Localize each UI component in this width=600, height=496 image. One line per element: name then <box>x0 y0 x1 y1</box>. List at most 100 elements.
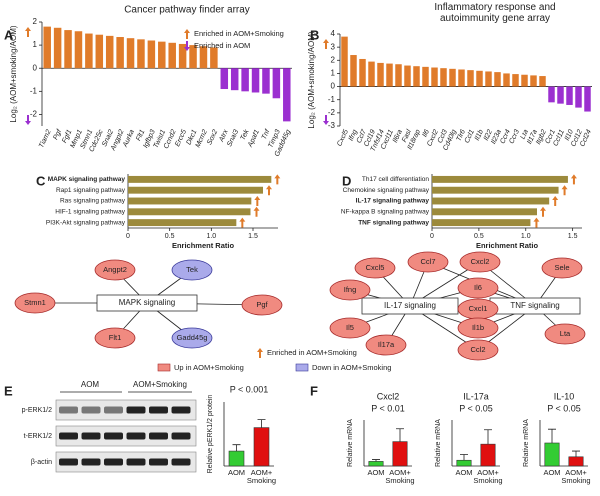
y-tick-label: -1 <box>30 86 38 95</box>
x-tick-label: Il1b <box>474 129 485 142</box>
chart-title: IL-10 <box>554 391 575 401</box>
bar <box>386 63 393 87</box>
arrow-icon <box>323 39 329 49</box>
y-tick-label: 2 <box>331 55 336 64</box>
bar <box>544 442 560 467</box>
gene-node <box>459 251 501 273</box>
bar <box>368 61 375 87</box>
gene-label: Lta <box>560 329 571 338</box>
legend-label: Enriched in AOM+Smoking <box>194 29 284 38</box>
x-tick-label: 0 <box>430 233 434 240</box>
gene-node <box>457 317 499 339</box>
bar <box>262 68 270 94</box>
x-tick-label: Il10 <box>564 129 575 142</box>
arrow-icon <box>570 174 577 185</box>
y-tick-label: Th17 cell differentiation <box>362 176 429 183</box>
blot-band <box>171 458 191 466</box>
pathway-box <box>361 297 459 315</box>
bar <box>126 38 135 69</box>
bar <box>432 175 568 183</box>
gene-label: Flt1 <box>109 333 122 342</box>
gene-label: Cxcl5 <box>366 263 385 272</box>
bar <box>105 35 114 69</box>
bar <box>404 65 411 87</box>
bar <box>557 86 564 104</box>
gene-label: Cxcl1 <box>469 304 488 313</box>
pathway-label: TNF signaling <box>510 301 559 310</box>
y-axis-label: Relative mRNA <box>435 419 442 467</box>
chart-title: IL-17a <box>463 391 489 401</box>
y-tick-label: Ras signaling pathway <box>60 198 126 205</box>
blot-band <box>149 458 168 466</box>
bar <box>575 86 582 108</box>
gene-label: Gadd45g <box>177 333 208 342</box>
blot-row-label: p-ERK1/2 <box>22 407 52 414</box>
blot-band <box>59 432 78 440</box>
bar <box>432 208 537 216</box>
legend-label: Enriched in AOM <box>194 41 250 50</box>
legend-swatch <box>157 363 171 372</box>
y-tick-label: 3 <box>331 42 336 51</box>
panel-letter: F <box>310 383 318 398</box>
x-tick-label: Flt1 <box>135 129 146 143</box>
arrow-icon <box>239 217 246 228</box>
gene-node <box>94 259 136 281</box>
arrow-icon <box>323 115 329 125</box>
bar <box>168 42 176 69</box>
gene-label: Pgf <box>256 300 268 309</box>
gene-node <box>544 323 586 345</box>
blot-row-label: t-ERK1/2 <box>24 433 53 440</box>
error-bar <box>232 444 241 452</box>
y-axis-label: Log₂ (AOM+smoking/AOM) <box>307 31 316 128</box>
chart-title: Cancer pathway finder array <box>124 5 250 16</box>
pathway-label: IL-17 signaling <box>384 301 436 310</box>
y-tick-label: 1 <box>331 69 336 78</box>
bar <box>283 68 291 122</box>
bar <box>432 186 559 194</box>
bar <box>432 197 550 205</box>
bar <box>128 208 251 216</box>
bar <box>158 41 166 69</box>
blot-band <box>104 432 123 440</box>
arrow-icon <box>561 185 568 196</box>
legend-label: Up in AOM+Smoking <box>174 363 244 372</box>
bar <box>220 68 229 90</box>
y-tick-label: MAPK signaling pathway <box>48 176 126 183</box>
bar <box>189 45 197 69</box>
y-tick-label: 1 <box>33 40 38 49</box>
bar <box>548 86 555 103</box>
bar <box>147 40 156 69</box>
gene-node <box>94 327 136 349</box>
blot-band <box>126 406 146 414</box>
x-tick-label: Lta <box>520 129 531 141</box>
bar <box>480 443 496 467</box>
y-axis-label: Relative mRNA <box>347 419 354 467</box>
bar <box>251 68 260 93</box>
gene-label: Ccl2 <box>470 345 485 354</box>
blot-band <box>171 432 191 440</box>
bar <box>253 427 270 467</box>
bar <box>467 70 474 87</box>
y-tick-label: Rap1 signaling pathway <box>56 187 126 194</box>
blot-frame <box>55 399 197 421</box>
bar <box>128 186 263 194</box>
bar <box>512 74 519 87</box>
x-axis-label: Enrichment Ratio <box>172 241 235 250</box>
gene-node <box>171 259 213 281</box>
arrow-icon <box>254 196 261 206</box>
bar <box>485 71 492 87</box>
blot-group: AOM+Smoking <box>133 380 187 389</box>
bar <box>64 30 72 69</box>
error-bar <box>484 429 492 445</box>
bar <box>456 459 472 467</box>
bar <box>503 73 510 87</box>
bar <box>74 31 83 69</box>
y-tick-label: Chemokine signaling pathway <box>343 187 430 194</box>
bar <box>432 219 531 227</box>
y-tick-label: IL-17 signaling pathway <box>356 198 430 205</box>
bar <box>392 441 408 467</box>
annotation: P < 0.01 <box>371 403 405 413</box>
bar <box>178 43 187 69</box>
blot-band <box>149 406 168 414</box>
gene-node <box>14 292 56 314</box>
